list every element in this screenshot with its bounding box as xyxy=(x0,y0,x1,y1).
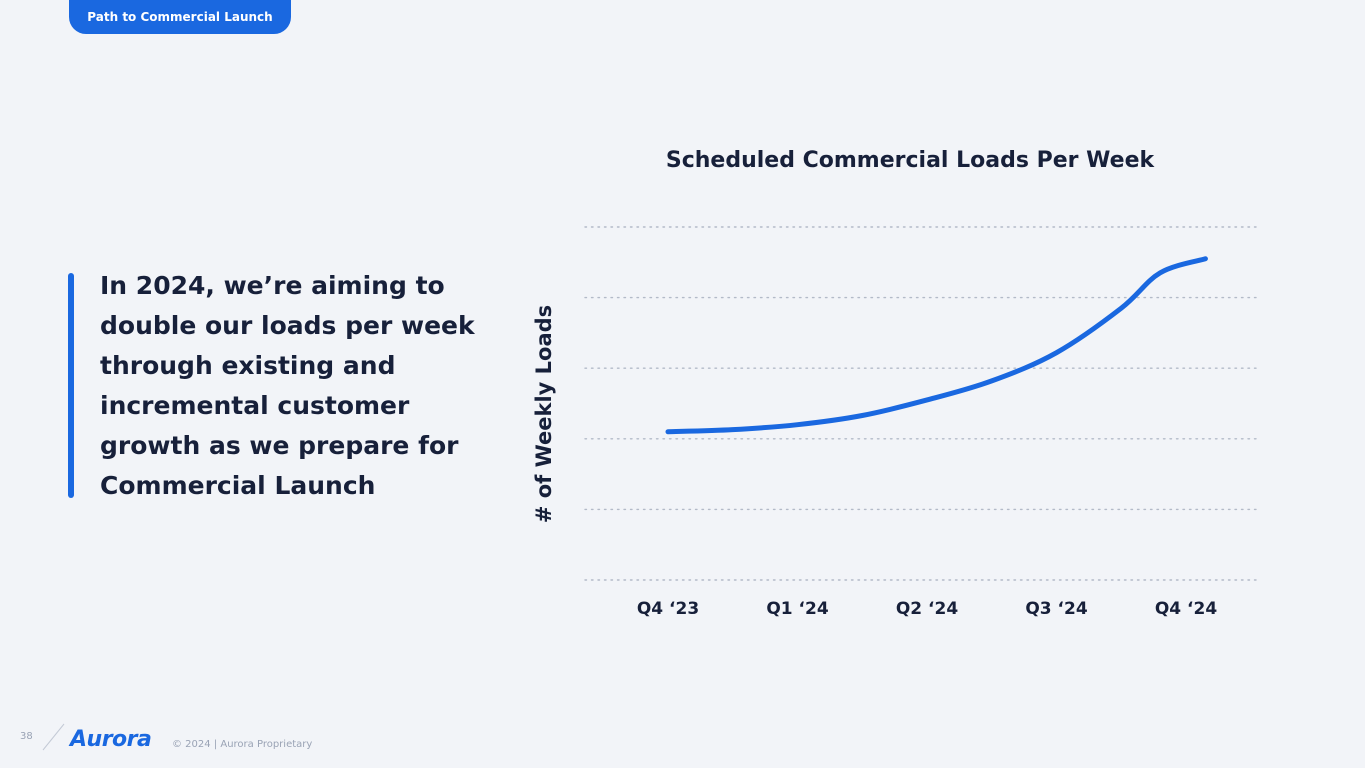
copyright-text: © 2024 | Aurora Proprietary xyxy=(172,739,313,750)
x-tick-label: Q4 ‘24 xyxy=(1155,599,1217,619)
section-tab-label: Path to Commercial Launch xyxy=(87,10,273,24)
accent-bar xyxy=(68,273,74,498)
x-tick-label: Q2 ‘24 xyxy=(896,599,958,619)
lead-text: In 2024, we’re aiming to double our load… xyxy=(100,271,475,500)
x-tick-label: Q1 ‘24 xyxy=(766,599,828,619)
page-number: 38 xyxy=(20,731,33,742)
section-tab: Path to Commercial Launch xyxy=(69,0,291,34)
x-tick-label: Q3 ‘24 xyxy=(1025,599,1087,619)
y-axis-label: # of Weekly Loads xyxy=(532,305,556,523)
chart-title: Scheduled Commercial Loads Per Week xyxy=(665,148,1155,173)
footer-divider xyxy=(42,723,65,751)
series-line xyxy=(665,256,1208,435)
aurora-logo: Aurora xyxy=(70,727,152,752)
x-tick-label: Q4 ‘23 xyxy=(637,599,699,619)
